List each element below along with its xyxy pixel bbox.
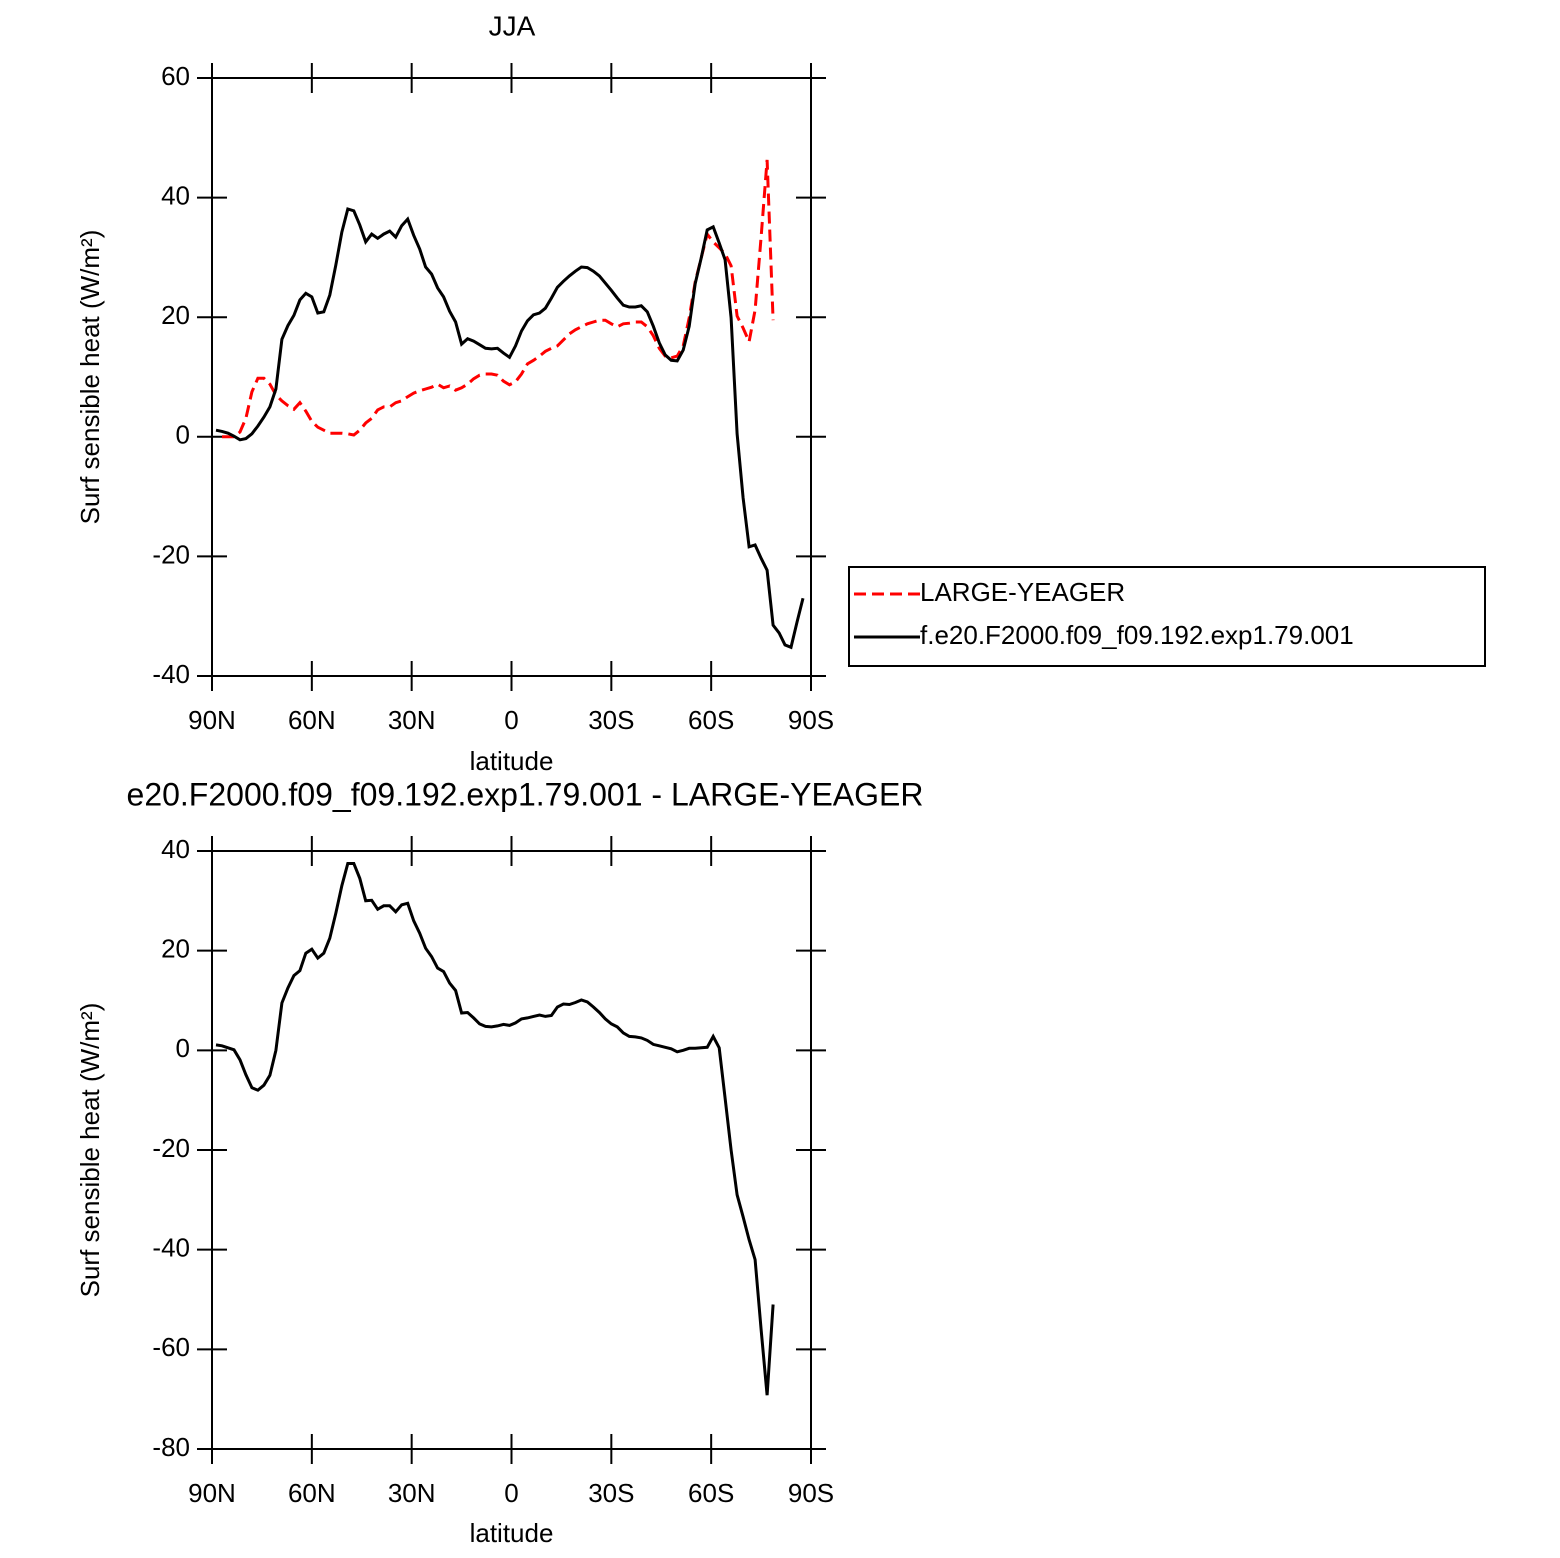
legend-box	[848, 566, 1486, 667]
y-tick-label: -20	[152, 539, 190, 569]
x-tick-label: 90N	[188, 705, 236, 735]
chart-title: e20.F2000.f09_f09.192.exp1.79.001 - LARG…	[127, 776, 924, 812]
y-tick-label: 20	[161, 300, 190, 330]
y-axis-label: Surf sensible heat (W/m²)	[75, 1003, 105, 1298]
y-axis-label: Surf sensible heat (W/m²)	[75, 230, 105, 525]
x-tick-label: 60S	[688, 1478, 734, 1508]
y-tick-label: -80	[152, 1432, 190, 1462]
y-tick-label: -40	[152, 1233, 190, 1263]
y-tick-label: -60	[152, 1332, 190, 1362]
x-tick-label: 60N	[288, 1478, 336, 1508]
y-tick-label: 20	[161, 934, 190, 964]
y-tick-label: 60	[161, 61, 190, 91]
y-tick-label: 0	[176, 420, 190, 450]
x-tick-label: 60S	[688, 705, 734, 735]
y-tick-label: 0	[176, 1033, 190, 1063]
x-tick-label: 0	[504, 1478, 518, 1508]
x-tick-label: 90S	[788, 705, 834, 735]
x-tick-label: 0	[504, 705, 518, 735]
y-tick-label: -20	[152, 1133, 190, 1163]
y-tick-label: -40	[152, 659, 190, 689]
x-axis-label: latitude	[470, 1518, 554, 1548]
x-tick-label: 90N	[188, 1478, 236, 1508]
legend-label: f.e20.F2000.f09_f09.192.exp1.79.001	[920, 620, 1354, 650]
legend-label: LARGE-YEAGER	[920, 577, 1125, 607]
x-axis-label: latitude	[470, 746, 554, 776]
x-tick-label: 60N	[288, 705, 336, 735]
plot-frame	[211, 77, 812, 677]
data-line	[215, 207, 805, 650]
chart-title: JJA	[489, 10, 536, 41]
x-tick-label: 30N	[388, 705, 436, 735]
data-line	[222, 159, 775, 439]
x-tick-label: 30N	[388, 1478, 436, 1508]
plot-frame	[211, 850, 812, 1450]
x-tick-label: 90S	[788, 1478, 834, 1508]
data-line	[215, 862, 775, 1396]
x-tick-label: 30S	[588, 705, 634, 735]
y-tick-label: 40	[161, 834, 190, 864]
x-tick-label: 30S	[588, 1478, 634, 1508]
y-tick-label: 40	[161, 180, 190, 210]
